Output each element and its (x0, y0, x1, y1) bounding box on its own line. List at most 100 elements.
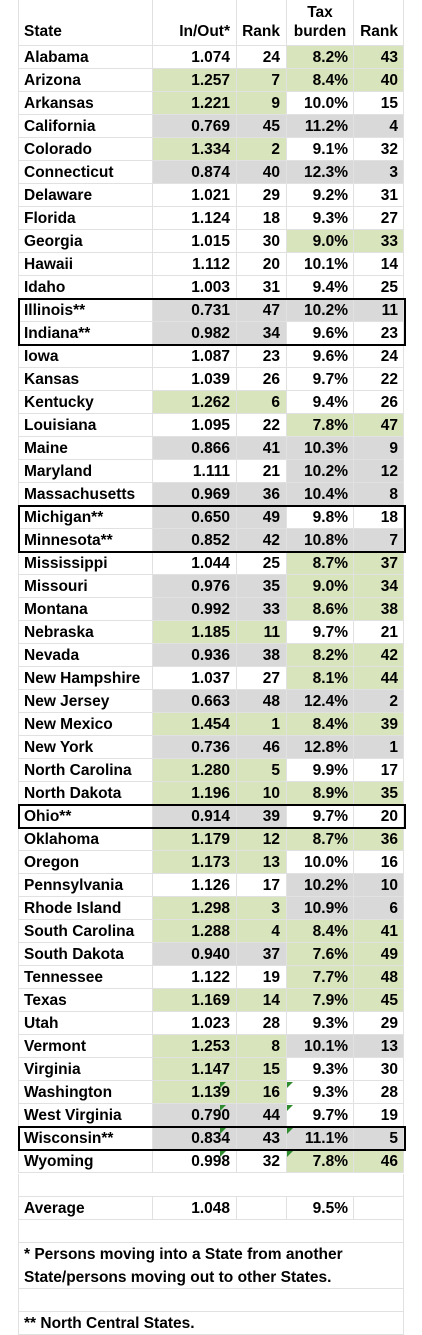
tax-rank-cell: 33 (354, 230, 404, 253)
header-row: State In/Out* Rank Tax burden Rank (18, 0, 404, 46)
table-row: Wyoming 0.998 32 7.8% 46 (18, 1150, 404, 1173)
spacer-row-2 (18, 1220, 404, 1243)
in-out-cell: 1.173 (153, 851, 237, 874)
spacer-row (18, 1174, 404, 1197)
in-out-rank-cell: 25 (237, 552, 287, 575)
average-in-out: 1.048 (153, 1197, 237, 1220)
state-cell: Maine (18, 437, 153, 460)
in-out-cell: 1.112 (153, 253, 237, 276)
state-cell: Delaware (18, 184, 153, 207)
state-cell: South Carolina (18, 920, 153, 943)
in-out-rank-cell: 8 (237, 1035, 287, 1058)
in-out-rank-cell: 29 (237, 184, 287, 207)
tax-rank-cell: 17 (354, 759, 404, 782)
table-row: Hawaii 1.112 20 10.1% 14 (18, 253, 404, 276)
in-out-cell: 1.122 (153, 966, 237, 989)
in-out-cell: 1.253 (153, 1035, 237, 1058)
tax-rank-cell: 31 (354, 184, 404, 207)
table-row: Arkansas 1.221 9 10.0% 15 (18, 92, 404, 115)
table-row: Delaware 1.021 29 9.2% 31 (18, 184, 404, 207)
in-out-cell: 0.736 (153, 736, 237, 759)
tax-burden-cell: 7.7% (287, 966, 354, 989)
north-central-outline (18, 298, 406, 346)
tax-rank-cell: 15 (354, 92, 404, 115)
state-cell: Missouri (18, 575, 153, 598)
in-out-cell: 1.003 (153, 276, 237, 299)
in-out-rank-cell: 37 (237, 943, 287, 966)
in-out-rank-cell: 17 (237, 874, 287, 897)
table-row: Pennsylvania 1.126 17 10.2% 10 (18, 874, 404, 897)
state-cell: Iowa (18, 345, 153, 368)
table-row: Maine 0.866 41 10.3% 9 (18, 437, 404, 460)
state-cell: Rhode Island (18, 897, 153, 920)
cell-comment-indicator (220, 1105, 226, 1111)
table-row: Arizona 1.257 7 8.4% 40 (18, 69, 404, 92)
header-tax-burden: Tax burden (287, 0, 354, 46)
in-out-rank-cell: 9 (237, 92, 287, 115)
tax-burden-cell: 9.4% (287, 276, 354, 299)
tax-burden-cell: 10.0% (287, 92, 354, 115)
tax-burden-cell: 9.0% (287, 230, 354, 253)
in-out-cell: 1.021 (153, 184, 237, 207)
average-rank-empty (237, 1197, 287, 1220)
table-row: Michigan** 0.650 49 9.8% 18 (18, 506, 404, 529)
tax-rank-cell: 36 (354, 828, 404, 851)
in-out-rank-cell: 23 (237, 345, 287, 368)
in-out-cell: 1.023 (153, 1012, 237, 1035)
tax-burden-cell: 8.9% (287, 782, 354, 805)
table-row: New York 0.736 46 12.8% 1 (18, 736, 404, 759)
tax-rank-cell: 39 (354, 713, 404, 736)
tax-burden-cell: 8.4% (287, 920, 354, 943)
table-row: Illinois** 0.731 47 10.2% 11 (18, 299, 404, 322)
table-row: Wisconsin** 0.834 43 11.1% 5 (18, 1127, 404, 1150)
table-row: Rhode Island 1.298 3 10.9% 6 (18, 897, 404, 920)
in-out-rank-cell: 26 (237, 368, 287, 391)
state-cell: Texas (18, 989, 153, 1012)
tax-burden-cell: 10.9% (287, 897, 354, 920)
in-out-cell: 1.126 (153, 874, 237, 897)
tax-rank-cell: 48 (354, 966, 404, 989)
in-out-cell: 0.663 (153, 690, 237, 713)
in-out-cell: 1.454 (153, 713, 237, 736)
header-in-out-rank: Rank (237, 0, 287, 46)
in-out-cell: 1.044 (153, 552, 237, 575)
tax-burden-cell: 10.0% (287, 851, 354, 874)
tax-burden-cell: 10.1% (287, 253, 354, 276)
state-cell: Nevada (18, 644, 153, 667)
in-out-rank-cell: 19 (237, 966, 287, 989)
tax-rank-cell: 18 (354, 506, 404, 529)
tax-burden-cell: 9.3% (287, 1058, 354, 1081)
in-out-cell: 1.196 (153, 782, 237, 805)
table-row: Utah 1.023 28 9.3% 29 (18, 1012, 404, 1035)
tax-rank-cell: 13 (354, 1035, 404, 1058)
tax-rank-cell: 2 (354, 690, 404, 713)
state-cell: Nebraska (18, 621, 153, 644)
state-cell: Pennsylvania (18, 874, 153, 897)
cell-comment-indicator (287, 1128, 293, 1134)
tax-rank-cell: 46 (354, 1150, 404, 1173)
average-label: Average (18, 1197, 153, 1220)
in-out-rank-cell: 41 (237, 437, 287, 460)
state-cell: Maryland (18, 460, 153, 483)
table-row: Virginia 1.147 15 9.3% 30 (18, 1058, 404, 1081)
state-cell: Mississippi (18, 552, 153, 575)
state-cell: New Hampshire (18, 667, 153, 690)
tax-burden-cell: 9.3% (287, 1012, 354, 1035)
in-out-cell: 0.998 (153, 1150, 237, 1173)
in-out-rank-cell: 45 (237, 115, 287, 138)
state-cell: Hawaii (18, 253, 153, 276)
in-out-rank-cell: 27 (237, 667, 287, 690)
in-out-cell: 1.147 (153, 1058, 237, 1081)
table-row: North Carolina 1.280 5 9.9% 17 (18, 759, 404, 782)
in-out-rank-cell: 7 (237, 69, 287, 92)
state-cell: Utah (18, 1012, 153, 1035)
tax-rank-cell: 34 (354, 575, 404, 598)
tax-burden-cell: 9.6% (287, 345, 354, 368)
tax-burden-cell: 10.2% (287, 874, 354, 897)
table-row: Massachusetts 0.969 36 10.4% 8 (18, 483, 404, 506)
in-out-rank-cell: 10 (237, 782, 287, 805)
table-row: Kentucky 1.262 6 9.4% 26 (18, 391, 404, 414)
north-central-outline (18, 1126, 406, 1151)
table-row: Colorado 1.334 2 9.1% 32 (18, 138, 404, 161)
tax-burden-cell: 9.2% (287, 184, 354, 207)
